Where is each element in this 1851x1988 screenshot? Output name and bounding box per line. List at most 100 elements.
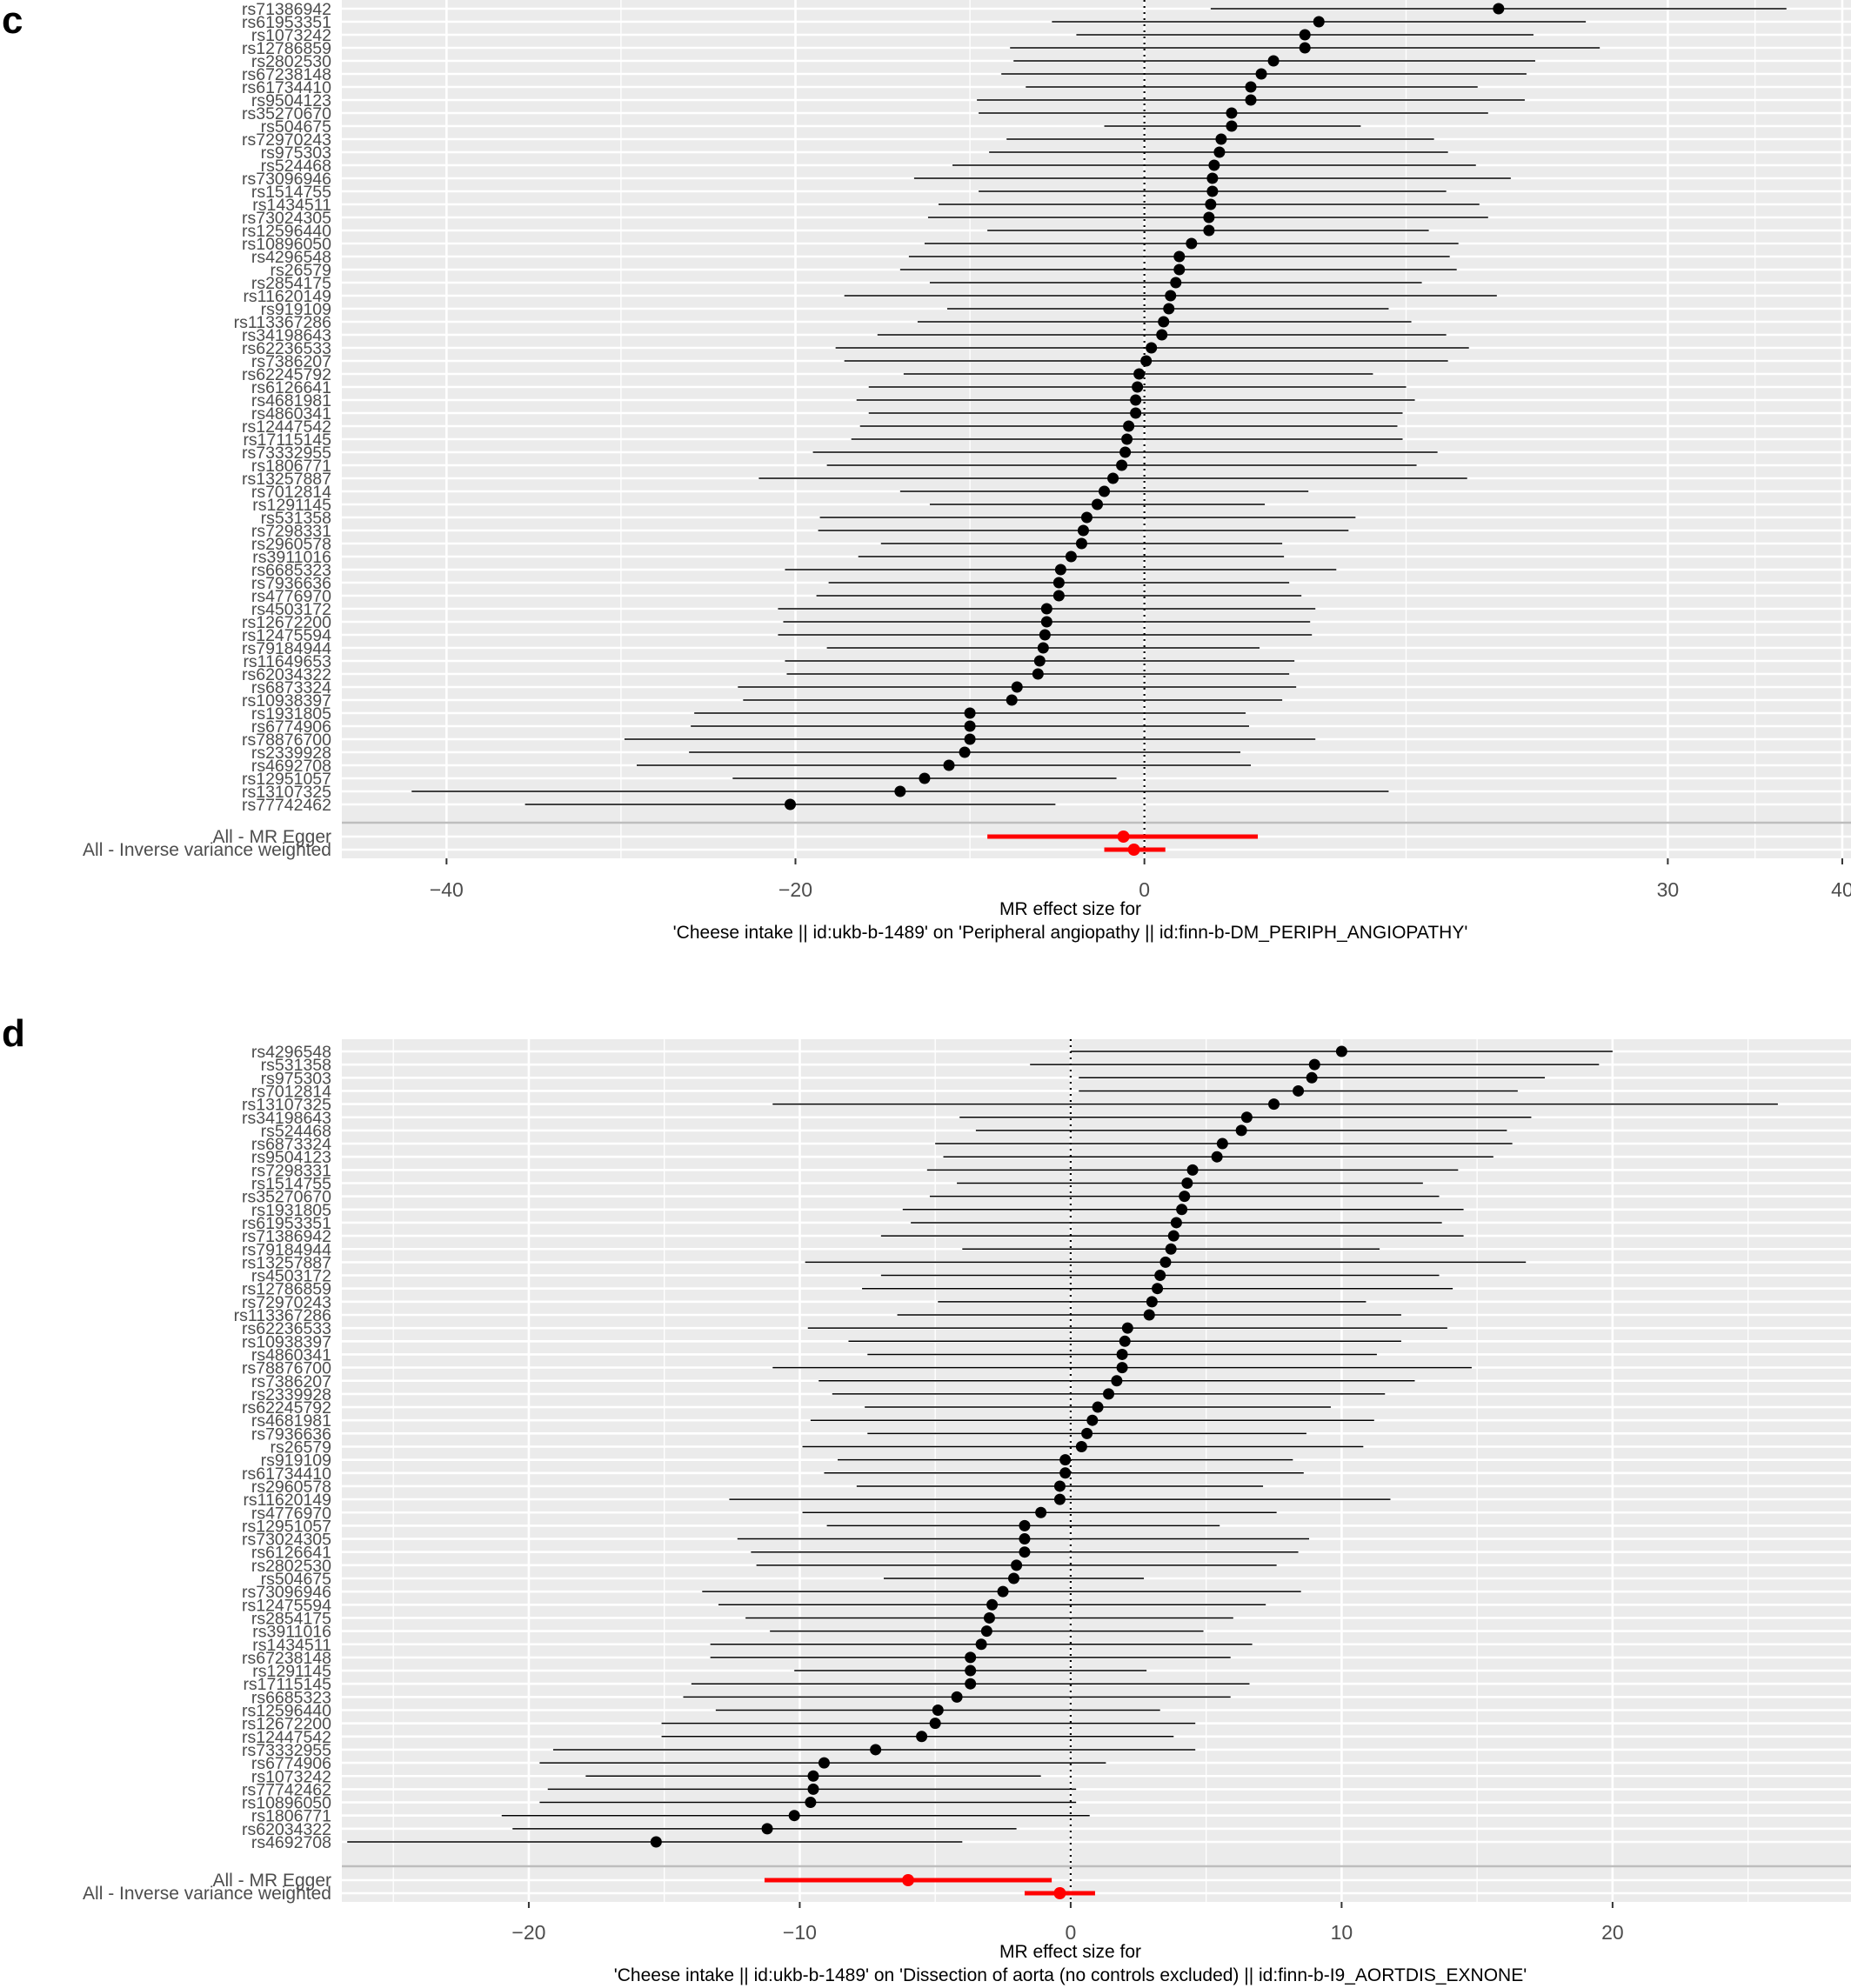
x-tick-label: −40 <box>430 878 464 901</box>
snp-label: rs11620149 <box>243 1491 331 1510</box>
snp-label: rs919109 <box>261 1451 331 1471</box>
snp-point <box>1116 1362 1128 1374</box>
snp-label: rs2802530 <box>251 1557 331 1576</box>
snp-label: rs6685323 <box>251 1688 331 1707</box>
snp-point <box>784 798 796 811</box>
snp-label: rs6126641 <box>251 378 331 397</box>
panel-letter: d <box>2 1012 25 1055</box>
snp-label: rs73332955 <box>242 444 331 463</box>
snp-label: rs113367286 <box>234 1306 331 1325</box>
snp-label: rs7012814 <box>251 483 331 502</box>
snp-label: rs2339928 <box>251 1385 331 1404</box>
snp-label: rs61734410 <box>242 78 331 97</box>
snp-label: rs504675 <box>261 117 331 137</box>
snp-label: rs4692708 <box>251 757 331 776</box>
snp-point <box>1179 1191 1191 1203</box>
snp-point <box>1119 446 1132 458</box>
snp-point <box>965 1664 977 1677</box>
snp-label: rs72970243 <box>242 130 331 150</box>
snp-label: rs62245792 <box>242 1398 331 1418</box>
snp-point <box>1186 1164 1199 1176</box>
snp-label: rs12951057 <box>242 1517 331 1536</box>
snp-point <box>818 1757 830 1769</box>
snp-point <box>965 1678 977 1690</box>
snp-label: rs4296548 <box>251 248 331 267</box>
snp-point <box>1267 55 1280 67</box>
snp-point <box>1156 329 1168 341</box>
snp-point <box>1211 1151 1223 1163</box>
snp-label: rs7298331 <box>251 1161 331 1180</box>
snp-label: rs6774906 <box>251 1754 331 1773</box>
snp-point <box>1159 1256 1172 1268</box>
x-axis-title-line2: 'Cheese intake || id:ukb-b-1489' on 'Dis… <box>614 1965 1527 1985</box>
snp-point <box>1086 1414 1099 1426</box>
snp-point <box>964 720 976 732</box>
snp-label: rs73024305 <box>242 209 331 228</box>
snp-point <box>951 1691 963 1703</box>
snp-point <box>650 1836 662 1848</box>
snp-point <box>1133 368 1146 380</box>
snp-label: rs4681981 <box>251 1411 331 1431</box>
snp-point <box>1167 1230 1179 1242</box>
snp-label: rs13107325 <box>242 1096 331 1115</box>
snp-label: rs4860341 <box>251 404 331 424</box>
snp-label: rs7936636 <box>251 1424 331 1444</box>
snp-point <box>1206 172 1219 184</box>
snp-point <box>1006 694 1018 706</box>
snp-label: rs4776970 <box>251 1504 331 1523</box>
snp-label: rs4692708 <box>251 1833 331 1852</box>
snp-label: rs13257887 <box>242 1253 331 1272</box>
snp-label: rs13107325 <box>242 783 331 802</box>
snp-point <box>1032 668 1044 680</box>
snp-point <box>1299 29 1311 41</box>
snp-point <box>1313 16 1325 28</box>
snp-point <box>807 1770 819 1782</box>
forest-plot-c: rs71386942rs61953351rs1073242rs12786859r… <box>2 0 1851 943</box>
snp-label: rs1931805 <box>251 1201 331 1220</box>
snp-label: rs7936636 <box>251 574 331 593</box>
snp-label: rs1434511 <box>252 196 331 215</box>
snp-point <box>1226 120 1238 132</box>
snp-label: rs919109 <box>261 300 331 319</box>
snp-label: rs61953351 <box>242 13 331 32</box>
snp-label: rs4681981 <box>251 391 331 410</box>
snp-label: rs975303 <box>261 143 331 163</box>
snp-point <box>964 733 976 745</box>
snp-point <box>1037 642 1049 654</box>
snp-label: rs1514755 <box>251 183 331 202</box>
snp-point <box>1163 303 1175 315</box>
snp-point <box>1077 524 1089 537</box>
snp-label: rs73332955 <box>242 1741 331 1760</box>
snp-point <box>1019 1533 1031 1545</box>
snp-point <box>1059 1467 1072 1479</box>
snp-point <box>1335 1045 1347 1057</box>
snp-point <box>1215 133 1227 145</box>
snp-label: rs61953351 <box>242 1214 331 1233</box>
snp-point <box>1170 277 1182 289</box>
snp-point <box>1059 1454 1072 1466</box>
snp-label: rs67238148 <box>242 1649 331 1668</box>
snp-label: rs4860341 <box>251 1345 331 1364</box>
snp-point <box>1132 381 1144 393</box>
summary-label: All - Inverse variance weighted <box>83 840 331 860</box>
snp-point <box>1170 1217 1182 1229</box>
snp-label: rs9504123 <box>251 91 331 110</box>
x-tick-label: 0 <box>1139 878 1150 901</box>
x-tick-label: −10 <box>783 1921 817 1944</box>
snp-label: rs26579 <box>271 1438 331 1458</box>
snp-point <box>1173 264 1186 276</box>
snp-point <box>1255 68 1267 80</box>
snp-point <box>1152 1283 1164 1295</box>
snp-point <box>1111 1375 1123 1387</box>
snp-point <box>1165 1243 1177 1255</box>
x-tick-label: 0 <box>1066 1921 1077 1944</box>
snp-label: rs73096946 <box>242 1583 331 1602</box>
snp-label: rs17115145 <box>243 1675 331 1694</box>
snp-point <box>761 1823 773 1835</box>
snp-point <box>1493 3 1505 15</box>
snp-label: rs2802530 <box>251 52 331 71</box>
x-axis-title-line1: MR effect size for <box>999 899 1141 919</box>
snp-point <box>1075 1441 1087 1452</box>
snp-label: rs531358 <box>261 1056 331 1075</box>
